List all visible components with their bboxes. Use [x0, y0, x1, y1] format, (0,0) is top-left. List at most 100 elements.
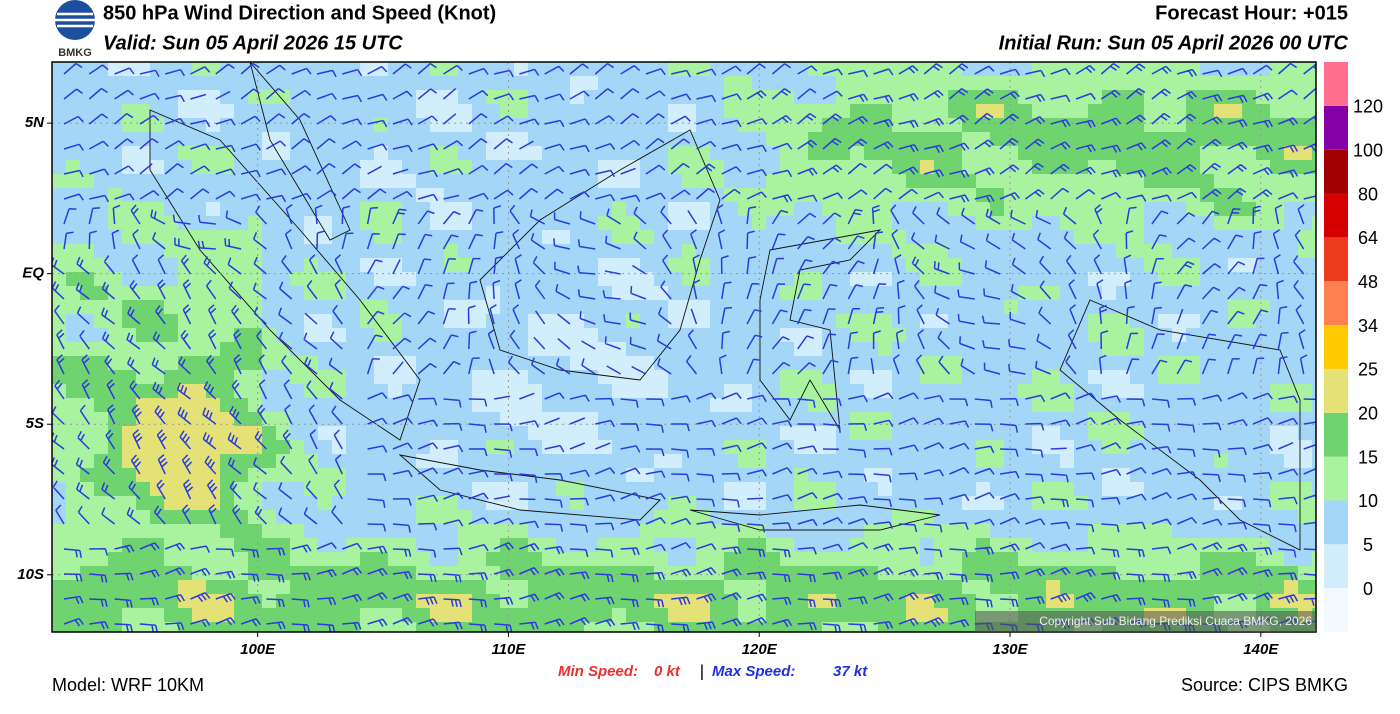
speed-cell — [514, 76, 529, 91]
y-tick-label: EQ — [22, 265, 44, 282]
speed-cell — [304, 258, 319, 273]
speed-cell — [1102, 314, 1117, 329]
speed-cell — [80, 580, 95, 595]
speed-cell — [206, 370, 221, 385]
speed-cell — [626, 300, 641, 315]
speed-cell — [612, 90, 627, 105]
speed-cell — [1158, 524, 1173, 539]
speed-cell — [1088, 566, 1103, 581]
speed-cell — [1102, 384, 1117, 399]
speed-cell — [640, 384, 655, 399]
speed-cell — [318, 426, 333, 441]
speed-cell — [66, 342, 81, 357]
speed-cell — [710, 608, 725, 623]
speed-cell — [808, 90, 823, 105]
speed-cell — [1270, 580, 1285, 595]
speed-cell — [304, 314, 319, 329]
speed-cell — [192, 104, 207, 119]
speed-cell — [1004, 300, 1019, 315]
speed-cell — [108, 496, 123, 511]
speed-cell — [1270, 62, 1285, 77]
speed-cell — [360, 468, 375, 483]
speed-cell — [710, 510, 725, 525]
speed-cell — [710, 328, 725, 343]
speed-cell — [346, 230, 361, 245]
speed-cell — [486, 370, 501, 385]
x-tick-label: 140E — [1243, 641, 1279, 658]
speed-cell — [164, 216, 179, 231]
speed-cell — [150, 216, 165, 231]
coastline — [1059, 299, 1301, 551]
speed-cell — [192, 202, 207, 217]
speed-cell — [430, 286, 445, 301]
speed-cell — [668, 622, 683, 632]
speed-cell — [808, 608, 823, 623]
speed-cell — [52, 216, 67, 231]
speed-cell — [752, 244, 767, 259]
speed-cell — [584, 524, 599, 539]
speed-cell — [1228, 552, 1243, 567]
speed-cell — [262, 132, 277, 147]
speed-cell — [220, 622, 235, 632]
speed-cell — [346, 426, 361, 441]
speed-cell — [878, 622, 893, 632]
speed-cell — [864, 90, 879, 105]
speed-cell — [1144, 412, 1159, 427]
speed-cell — [262, 440, 277, 455]
speed-cell — [220, 370, 235, 385]
colorbar-label: 64 — [1358, 228, 1378, 248]
speed-cell — [864, 552, 879, 567]
speed-cell — [1214, 370, 1229, 385]
speed-cell — [1060, 286, 1075, 301]
speed-cell — [976, 482, 991, 497]
speed-cell — [1046, 272, 1061, 287]
speed-cell — [1046, 132, 1061, 147]
speed-cell — [1242, 146, 1257, 161]
speed-cell — [234, 622, 249, 632]
speed-cell — [1298, 76, 1313, 91]
speed-cell — [276, 608, 291, 623]
speed-cell — [864, 76, 879, 91]
speed-cell — [360, 314, 375, 329]
speed-cell — [724, 258, 739, 273]
speed-cell — [850, 342, 865, 357]
speed-cell — [934, 440, 949, 455]
speed-cell — [1088, 552, 1103, 567]
speed-cell — [864, 188, 879, 203]
speed-cell — [528, 342, 543, 357]
speed-cell — [500, 258, 515, 273]
speed-cell — [276, 426, 291, 441]
speed-cell — [696, 552, 711, 567]
speed-cell — [724, 524, 739, 539]
speed-cell — [276, 76, 291, 91]
speed-cell — [556, 594, 571, 609]
speed-cell — [1186, 314, 1201, 329]
speed-cell — [430, 412, 445, 427]
speed-cell — [850, 440, 865, 455]
speed-cell — [1060, 188, 1075, 203]
speed-cell — [332, 398, 347, 413]
speed-cell — [892, 426, 907, 441]
speed-cell — [766, 230, 781, 245]
speed-cell — [164, 454, 179, 469]
speed-cell — [290, 104, 305, 119]
speed-cell — [1074, 230, 1089, 245]
speed-cell — [1018, 566, 1033, 581]
speed-cell — [472, 412, 487, 427]
speed-cell — [1074, 468, 1089, 483]
speed-cell — [710, 622, 725, 632]
speed-cell — [528, 370, 543, 385]
speed-cell — [164, 370, 179, 385]
speed-cell — [430, 426, 445, 441]
speed-cell — [1284, 90, 1299, 105]
speed-cell — [528, 300, 543, 315]
speed-cell — [164, 468, 179, 483]
speed-cell — [668, 118, 683, 133]
speed-cell — [1284, 132, 1299, 147]
speed-cell — [612, 314, 627, 329]
speed-cell — [136, 188, 151, 203]
speed-cell — [1200, 314, 1215, 329]
speed-cell — [220, 440, 235, 455]
speed-cell — [1186, 384, 1201, 399]
speed-cell — [640, 328, 655, 343]
